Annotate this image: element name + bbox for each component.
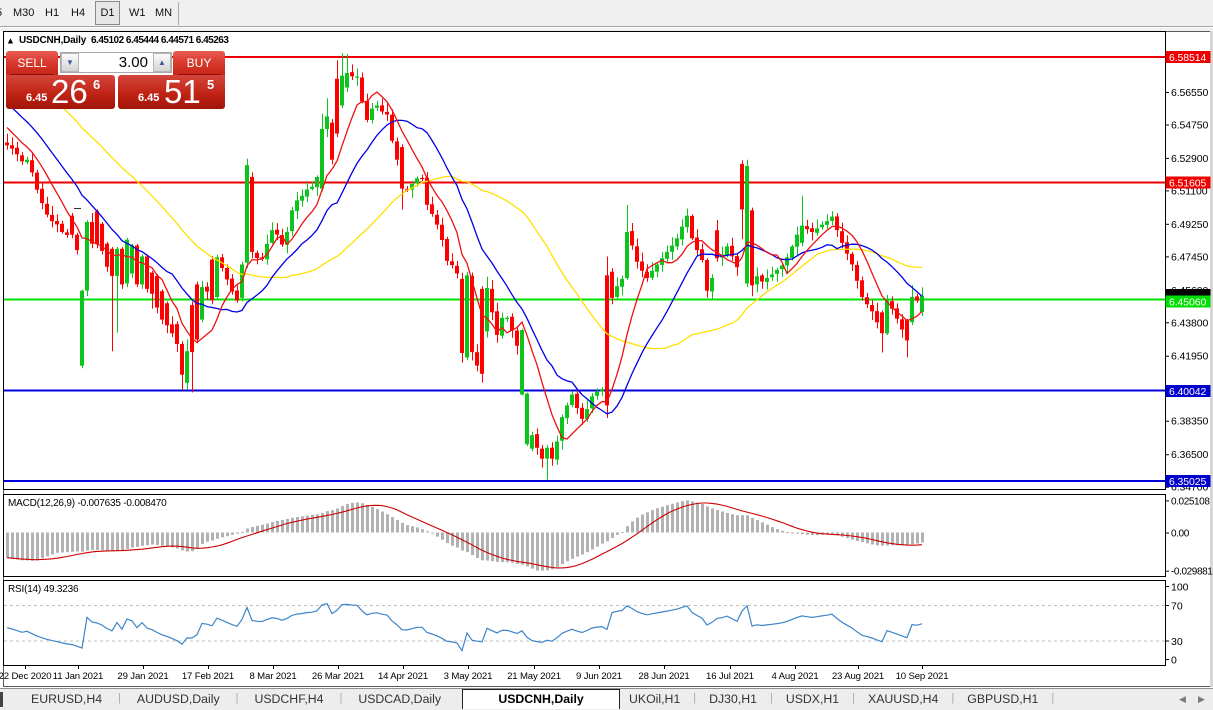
svg-text:9 Jun 2021: 9 Jun 2021 bbox=[576, 671, 622, 682]
svg-text:6.51605: 6.51605 bbox=[1169, 178, 1207, 190]
svg-text:▲: ▲ bbox=[6, 36, 15, 46]
svg-text:16 Jul 2021: 16 Jul 2021 bbox=[706, 671, 754, 682]
svg-text:17 Feb 2021: 17 Feb 2021 bbox=[182, 671, 234, 682]
svg-text:100: 100 bbox=[1171, 582, 1189, 594]
svg-text:14 Apr 2021: 14 Apr 2021 bbox=[378, 671, 428, 682]
svg-text:MACD(12,26,9) -0.007635 -0.008: MACD(12,26,9) -0.007635 -0.008470 bbox=[8, 498, 167, 509]
svg-text:8 Mar 2021: 8 Mar 2021 bbox=[249, 671, 296, 682]
svg-text:0: 0 bbox=[1171, 655, 1177, 667]
svg-text:6.58514: 6.58514 bbox=[1169, 52, 1207, 64]
svg-text:6.35025: 6.35025 bbox=[1169, 476, 1207, 488]
svg-text:RSI(14) 49.3236: RSI(14) 49.3236 bbox=[8, 584, 79, 595]
svg-text:28 Jun 2021: 28 Jun 2021 bbox=[638, 671, 689, 682]
svg-text:USDCNH,Daily: USDCNH,Daily bbox=[19, 35, 87, 46]
svg-text:6.38350: 6.38350 bbox=[1171, 416, 1209, 428]
svg-text:-0.029881: -0.029881 bbox=[1171, 567, 1213, 578]
svg-text:23 Aug 2021: 23 Aug 2021 bbox=[832, 671, 884, 682]
svg-text:6.54750: 6.54750 bbox=[1171, 120, 1209, 132]
svg-text:6.56550: 6.56550 bbox=[1171, 87, 1209, 99]
svg-text:6.47450: 6.47450 bbox=[1171, 251, 1209, 263]
svg-text:3 May 2021: 3 May 2021 bbox=[444, 671, 493, 682]
svg-text:70: 70 bbox=[1171, 601, 1183, 613]
svg-text:11 Jan 2021: 11 Jan 2021 bbox=[53, 671, 103, 682]
svg-text:29 Jan 2021: 29 Jan 2021 bbox=[117, 671, 168, 682]
svg-text:6.41950: 6.41950 bbox=[1171, 351, 1209, 363]
svg-text:6.52900: 6.52900 bbox=[1171, 153, 1209, 165]
svg-text:4 Aug 2021: 4 Aug 2021 bbox=[771, 671, 818, 682]
svg-text:6.43800: 6.43800 bbox=[1171, 317, 1209, 329]
svg-text:6.45102 6.45444 6.44571 6.4526: 6.45102 6.45444 6.44571 6.45263 bbox=[91, 35, 229, 46]
svg-text:0.025108: 0.025108 bbox=[1171, 496, 1210, 507]
svg-text:26 Mar 2021: 26 Mar 2021 bbox=[312, 671, 364, 682]
svg-text:6.36500: 6.36500 bbox=[1171, 449, 1209, 461]
svg-text:6.49250: 6.49250 bbox=[1171, 219, 1209, 231]
svg-text:21 May 2021: 21 May 2021 bbox=[507, 671, 561, 682]
svg-text:0.00: 0.00 bbox=[1171, 529, 1190, 540]
svg-text:10 Sep 2021: 10 Sep 2021 bbox=[896, 671, 949, 682]
svg-text:30: 30 bbox=[1171, 636, 1183, 648]
svg-text:6.45060: 6.45060 bbox=[1169, 297, 1207, 309]
svg-text:22 Dec 2020: 22 Dec 2020 bbox=[0, 671, 51, 682]
svg-text:6.40042: 6.40042 bbox=[1169, 386, 1207, 398]
